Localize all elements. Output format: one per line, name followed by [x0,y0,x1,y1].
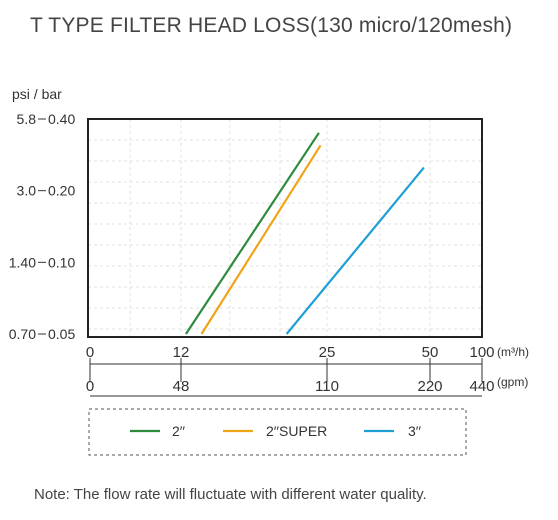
series-line-1 [184,132,320,335]
legend-box [88,408,467,456]
y-tick-label-bar: 0.05 [48,326,75,342]
y-tick-label-psi: 1.40 [9,254,36,270]
x-tick-label-m3h: 0 [86,344,94,361]
note-text: Note: The flow rate will fluctuate with … [34,486,427,503]
x-tick-label-gpm: 110 [315,378,339,395]
x-axes: 0 12 25 50 100 (m³/h) 0 48 110 220 440 (gpm) [86,344,529,397]
chart-title: T TYPE FILTER HEAD LOSS(130 micro/120mes… [30,14,513,37]
grid-lines [88,119,482,337]
y-tick-label-bar: 0.10 [48,254,75,270]
series-line-2 [200,144,322,335]
x-tick-label-gpm: 440 [469,378,494,395]
y-tick-label-psi: 0.70 [9,326,36,342]
series-lines [184,132,425,335]
legend: 2′′ 2′′SUPER 3′′ [130,423,421,439]
x-tick-label-gpm: 48 [173,378,190,395]
y-axis: 5.8 0.40 3.0 0.20 1.40 0.10 0.70 0.05 [9,111,76,342]
y-tick-label-bar: 0.40 [48,111,75,127]
x-tick-label-gpm: 0 [86,378,94,395]
x-axis-unit-m3h: (m³/h) [497,345,529,359]
x-tick-label-gpm: 220 [417,378,442,395]
y-axis-label: psi / bar [12,86,62,102]
series-line-3 [285,166,425,335]
x-tick-label-m3h: 25 [319,344,336,361]
legend-label-2: 2′′SUPER [266,423,327,439]
x-tick-label-m3h: 100 [469,344,494,361]
x-tick-label-m3h: 50 [422,344,439,361]
x-axis-unit-gpm: (gpm) [497,375,528,389]
y-tick-label-psi: 5.8 [17,111,37,127]
legend-label-1: 2′′ [172,423,185,439]
legend-label-3: 3′′ [408,423,421,439]
y-tick-label-bar: 0.20 [48,183,75,199]
y-tick-label-psi: 3.0 [17,183,37,199]
x-tick-label-m3h: 12 [173,344,190,361]
plot-frame [87,118,483,338]
